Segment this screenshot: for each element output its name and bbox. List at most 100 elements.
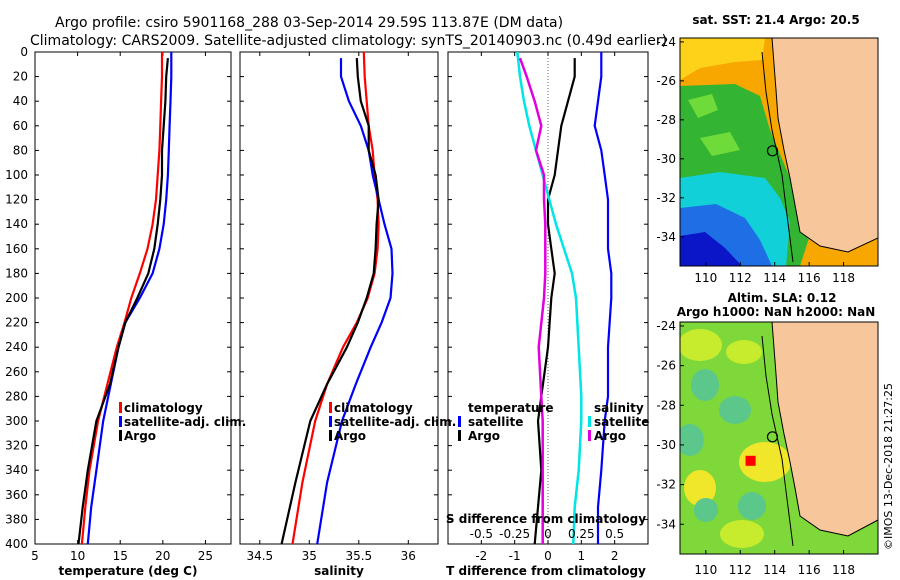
x-tick-label: 10 [70,549,85,563]
map-y-tick-label: -24 [656,35,676,49]
x-tick-label: 34.5 [246,549,273,563]
sla-map-title-line1: Altim. SLA: 0.12 [728,291,837,305]
depth-tick-label: 0 [20,45,28,59]
sla-low-patch [691,369,719,401]
map-y-tick-label: -26 [656,359,676,373]
depth-tick-label: 300 [5,414,28,428]
series-line-argo [77,57,169,544]
sla-high-patch [720,520,764,548]
x-tick-label: 2 [611,549,619,563]
figure-title-line2: Climatology: CARS2009. Satellite-adjuste… [30,33,667,49]
x-tick-label: 1 [578,549,586,563]
sla-yellow-patch [684,470,716,506]
depth-tick-label: 60 [13,119,28,133]
map-x-tick-label: 118 [832,271,855,285]
x-tick-label: 20 [155,549,170,563]
sst-warmest-region [680,38,765,80]
legend-swatch-argo [329,430,332,441]
legend-swatch-climatology [119,402,122,413]
x-tick-label: -1 [509,549,521,563]
x-tick-label: 35 [302,549,317,563]
depth-tick-label: 160 [5,242,28,256]
legend-label-climatology: climatology [124,401,203,415]
x-tick-label: -2 [475,549,487,563]
depth-tick-label: 200 [5,291,28,305]
legend-label-climatology: climatology [334,401,413,415]
sla-yellow-patch [739,442,791,482]
legend-swatch-satellite [329,416,332,427]
sst-map-axes: 110 112 114 116 118 -24 -26 -28 -30 -32 -34 [656,35,855,285]
map-y-tick-label: -32 [656,191,676,205]
x-tick-label: 36 [401,549,416,563]
map-x-tick-label: 112 [729,271,752,285]
s-diff-tick-label: -0.25 [499,527,530,541]
series-line-s-argo [518,57,547,544]
legend-label-satellite: satellite-adj. clim. [124,415,246,429]
difference-legend: temperature satellite Argo salinity sate… [458,401,649,443]
map-y-tick-label: -28 [656,398,676,412]
depth-tick-label: 360 [5,488,28,502]
s-diff-tick-label: 0.25 [568,527,595,541]
legend-label-satellite: satellite-adj. clim. [334,415,456,429]
difference-plot: -2 -1 0 1 2 -0.5 -0.25 0 0.25 0.5 [470,52,624,563]
depth-tick-label: 280 [5,389,28,403]
legend-label-argo: Argo [334,429,366,443]
map-x-tick-label: 112 [729,563,752,577]
map-x-tick-label: 118 [832,563,855,577]
legend-label-s-argo: Argo [594,429,626,443]
depth-tick-label: 220 [5,316,28,330]
sla-highlight-square [745,455,756,466]
sla-high-patch [726,340,762,364]
sla-low-patch [694,498,718,522]
profile-lines [516,52,613,544]
map-y-tick-label: -28 [656,113,676,127]
legend-title-temperature: temperature [468,401,553,415]
legend-swatch-argo [119,430,122,441]
legend-swatch-climatology [329,402,332,413]
legend-label-t-satellite: satellite [468,415,523,429]
profile-lines [77,52,173,544]
imos-watermark: ©IMOS 13-Dec-2018 21:27:25 [882,383,895,550]
depth-tick-label: 40 [13,94,28,108]
sla-map-title-line2: Argo h1000: NaN h2000: NaN [677,305,876,319]
legend-swatch-satellite [119,416,122,427]
map-y-tick-label: -34 [656,517,676,531]
legend-swatch-s-argo [588,430,591,441]
sla-low-patch [719,396,751,424]
depth-tick-label: 20 [13,70,28,84]
sst-light-green-patches [688,94,740,156]
sla-low-patch [738,492,766,520]
sla-land [771,322,878,537]
x-tick-label: 25 [198,549,213,563]
sst-land [771,38,878,253]
sla-map [680,322,878,554]
depth-axis: 0 20 40 60 80 100 120 140 160 180 200 220 240 260 280 3… [5,45,648,551]
difference-axis-label: T difference from climatology [446,564,646,578]
legend-title-salinity: salinity [594,401,644,415]
map-y-tick-label: -34 [656,230,676,244]
map-y-tick-label: -30 [656,152,676,166]
depth-tick-label: 100 [5,168,28,182]
map-x-tick-label: 110 [694,563,717,577]
map-x-tick-label: 114 [763,271,786,285]
sst-map-frame [679,37,879,267]
s-difference-axis-label: S difference from climatology [446,512,646,526]
map-x-tick-label: 114 [763,563,786,577]
map-x-tick-label: 110 [694,271,717,285]
salinity-legend: climatology satellite-adj. clim. Argo [329,401,456,443]
legend-label-s-satellite: satellite [594,415,649,429]
sst-map-title: sat. SST: 21.4 Argo: 20.5 [692,13,859,27]
s-diff-tick-label: 0 [544,527,552,541]
depth-tick-label: 140 [5,217,28,231]
sla-high-patch [680,329,722,361]
legend-swatch-t-satellite [458,416,461,427]
legend-swatch-t-argo [458,430,461,441]
depth-tick-label: 240 [5,340,28,354]
series-line-climatology [291,52,380,544]
sla-map-axes: 110 112 114 116 118 -24 -26 -28 -30 -32 -34 [656,319,855,577]
map-y-tick-label: -30 [656,438,676,452]
sst-dark-blue-region [680,232,742,266]
series-line-t-satellite [593,52,613,544]
series-line-argo [280,58,380,544]
temperature-plot-frame [34,51,232,545]
